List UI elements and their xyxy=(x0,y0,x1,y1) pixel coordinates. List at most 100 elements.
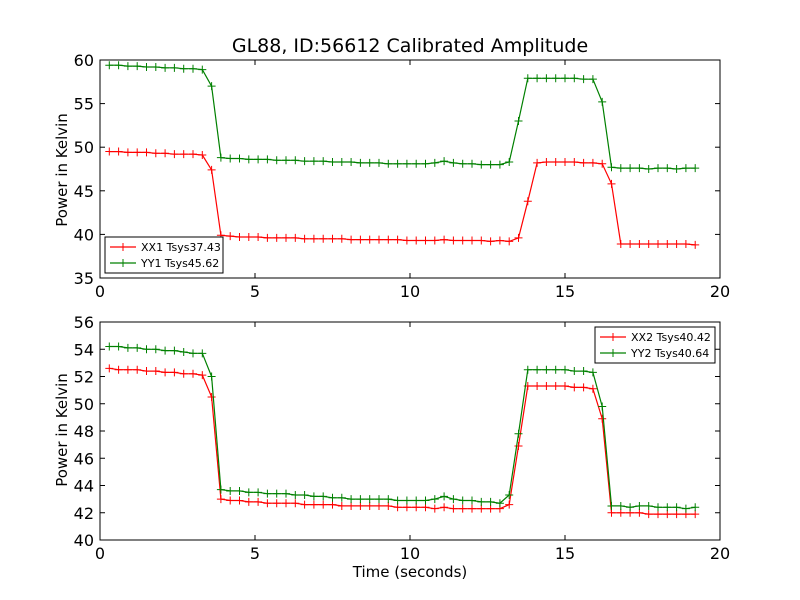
data-point-marker xyxy=(244,488,253,497)
data-point-marker xyxy=(179,64,188,73)
data-point-marker xyxy=(114,365,123,374)
data-point-marker xyxy=(412,496,421,505)
data-point-marker xyxy=(430,504,439,513)
data-point-marker xyxy=(551,158,560,167)
data-point-marker xyxy=(533,365,542,374)
data-point-marker xyxy=(551,382,560,391)
data-point-marker xyxy=(244,155,253,164)
data-point-marker xyxy=(421,159,430,168)
data-point-marker xyxy=(486,504,495,513)
data-point-marker xyxy=(123,62,132,71)
data-point-marker xyxy=(235,233,244,242)
data-point-marker xyxy=(616,239,625,248)
data-point-marker xyxy=(691,510,700,519)
data-point-marker xyxy=(365,235,374,244)
data-point-marker xyxy=(402,236,411,245)
data-point-marker xyxy=(505,237,514,246)
data-point-marker xyxy=(347,501,356,510)
y-tick-label: 48 xyxy=(74,422,94,441)
legend-box xyxy=(594,326,716,364)
data-point-marker xyxy=(254,497,263,506)
bottom-y-axis-label: Power in Kelvin xyxy=(53,373,71,487)
data-point-marker xyxy=(635,239,644,248)
data-point-marker xyxy=(272,499,281,508)
data-point-marker xyxy=(440,235,449,244)
data-point-marker xyxy=(161,368,170,377)
data-point-marker xyxy=(254,233,263,242)
legend: XX2 Tsys40.42 YY2 Tsys40.64 xyxy=(594,326,716,364)
data-point-marker xyxy=(105,364,114,373)
data-point-marker xyxy=(384,501,393,510)
data-point-marker xyxy=(514,117,523,126)
data-point-marker xyxy=(626,164,635,173)
data-point-marker xyxy=(588,75,597,84)
data-point-marker xyxy=(207,372,216,381)
data-point-marker xyxy=(681,239,690,248)
data-point-marker xyxy=(179,150,188,159)
data-point-marker xyxy=(263,233,272,242)
data-point-marker xyxy=(235,486,244,495)
data-point-marker xyxy=(216,153,225,162)
data-point-marker xyxy=(375,501,383,510)
data-point-marker xyxy=(309,234,318,243)
data-point-marker xyxy=(309,492,318,501)
x-tick-label: 0 xyxy=(95,544,105,563)
data-point-marker xyxy=(468,159,476,168)
data-point-marker xyxy=(198,371,207,380)
data-point-marker xyxy=(151,345,160,354)
data-point-marker xyxy=(161,149,170,158)
data-point-marker xyxy=(337,234,346,243)
data-point-marker xyxy=(681,164,690,173)
data-point-marker xyxy=(328,500,337,509)
y-tick-label: 56 xyxy=(74,313,94,332)
data-point-marker xyxy=(486,237,495,246)
x-tick-label: 20 xyxy=(710,544,730,563)
data-point-marker xyxy=(282,156,290,165)
data-point-marker xyxy=(691,240,700,249)
x-tick-label: 5 xyxy=(250,544,260,563)
data-point-marker xyxy=(375,158,383,167)
data-point-marker xyxy=(495,236,504,245)
data-point-marker xyxy=(663,239,672,248)
data-point-marker xyxy=(319,157,328,166)
data-point-marker xyxy=(607,501,616,510)
data-point-marker xyxy=(440,157,449,166)
data-point-marker xyxy=(607,508,616,517)
data-point-marker xyxy=(607,179,616,188)
data-point-marker xyxy=(579,75,588,84)
data-point-marker xyxy=(458,504,467,513)
data-point-marker xyxy=(198,151,207,160)
legend-swatch-marker xyxy=(609,349,617,357)
data-point-marker xyxy=(486,497,495,506)
data-point-marker xyxy=(523,74,532,83)
data-point-marker xyxy=(123,148,132,157)
data-point-marker xyxy=(402,503,411,512)
legend-entry-label: XX2 Tsys40.42 xyxy=(631,331,711,344)
data-point-marker xyxy=(365,495,374,504)
data-point-marker xyxy=(309,157,318,166)
y-tick-label: 44 xyxy=(74,477,94,496)
data-point-marker xyxy=(430,236,439,245)
data-point-marker xyxy=(412,503,421,512)
data-point-marker xyxy=(161,63,170,72)
data-point-marker xyxy=(412,236,421,245)
data-point-marker xyxy=(142,62,151,71)
data-point-marker xyxy=(570,367,579,376)
data-point-marker xyxy=(644,501,653,510)
data-point-marker xyxy=(691,164,700,173)
data-point-marker xyxy=(319,492,328,501)
data-point-marker xyxy=(170,368,179,377)
data-point-marker xyxy=(356,235,365,244)
data-point-marker xyxy=(654,164,662,173)
data-point-marker xyxy=(663,510,672,519)
data-point-marker xyxy=(505,158,514,167)
data-point-marker xyxy=(356,495,365,504)
data-point-marker xyxy=(570,158,579,167)
data-point-marker xyxy=(337,501,346,510)
data-point-marker xyxy=(123,343,132,352)
legend-entry-label: XX1 Tsys37.43 xyxy=(141,241,221,254)
data-point-marker xyxy=(598,159,607,168)
data-point-marker xyxy=(291,491,300,500)
data-point-marker xyxy=(616,501,625,510)
data-point-marker xyxy=(114,342,123,351)
